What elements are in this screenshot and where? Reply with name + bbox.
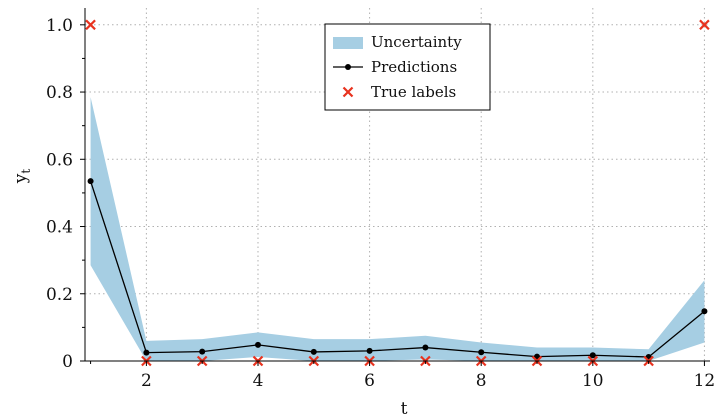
prediction-point-8 xyxy=(478,349,485,356)
y-tick-label-3: 0.6 xyxy=(46,150,73,170)
prediction-point-4 xyxy=(254,341,261,348)
predictions-layer xyxy=(87,178,708,360)
tick-labels: 2 4 6 8 10 12 0 0.2 0.4 0.6 0.8 1.0 xyxy=(46,16,715,391)
true-label-marker-stroke-b xyxy=(699,19,710,31)
legend-x-stroke-b xyxy=(342,86,354,98)
true-label-marker-1 xyxy=(85,19,96,31)
y-tick-label-4: 0.8 xyxy=(46,83,73,103)
prediction-point-10 xyxy=(589,352,596,359)
true-label-marker-stroke-b xyxy=(85,19,96,31)
legend-predictions-marker xyxy=(345,64,351,70)
y-tick-label-5: 1.0 xyxy=(46,16,73,36)
predictions-line xyxy=(89,180,705,358)
prediction-point-6 xyxy=(366,347,373,354)
x-tick-label-2: 6 xyxy=(364,371,375,391)
y-axis-label: yt xyxy=(11,169,33,185)
true-label-marker-12 xyxy=(699,19,710,31)
prediction-point-12 xyxy=(701,308,708,315)
y-tick-label-2: 0.4 xyxy=(46,218,73,238)
prediction-point-1 xyxy=(87,178,94,185)
axes xyxy=(80,8,710,366)
y-tick-label-0: 0 xyxy=(62,352,73,372)
y-axis-label-main: y xyxy=(11,173,31,184)
legend: Uncertainty Predictions True labels xyxy=(324,23,491,111)
prediction-point-2 xyxy=(143,349,150,356)
prediction-point-3 xyxy=(199,348,206,355)
x-tick-label-3: 8 xyxy=(476,371,487,391)
x-tick-label-4: 10 xyxy=(582,371,604,391)
x-tick-label-1: 4 xyxy=(253,371,264,391)
uncertainty-band-layer xyxy=(90,97,705,361)
uncertainty-band xyxy=(90,97,705,361)
y-axis-label-subscript: t xyxy=(19,169,33,174)
x-tick-label-5: 12 xyxy=(694,371,715,391)
legend-uncertainty-swatch xyxy=(333,37,363,49)
x-tick-label-0: 2 xyxy=(141,371,152,391)
y-tick-label-1: 0.2 xyxy=(46,285,73,305)
legend-true-labels-marker xyxy=(342,86,354,98)
prediction-point-7 xyxy=(422,344,429,351)
legend-predictions-label: Predictions xyxy=(371,58,457,76)
legend-true-labels-label: True labels xyxy=(371,83,456,101)
legend-uncertainty-label: Uncertainty xyxy=(371,33,462,51)
prediction-point-5 xyxy=(310,348,317,355)
x-axis-label: t xyxy=(401,399,408,417)
